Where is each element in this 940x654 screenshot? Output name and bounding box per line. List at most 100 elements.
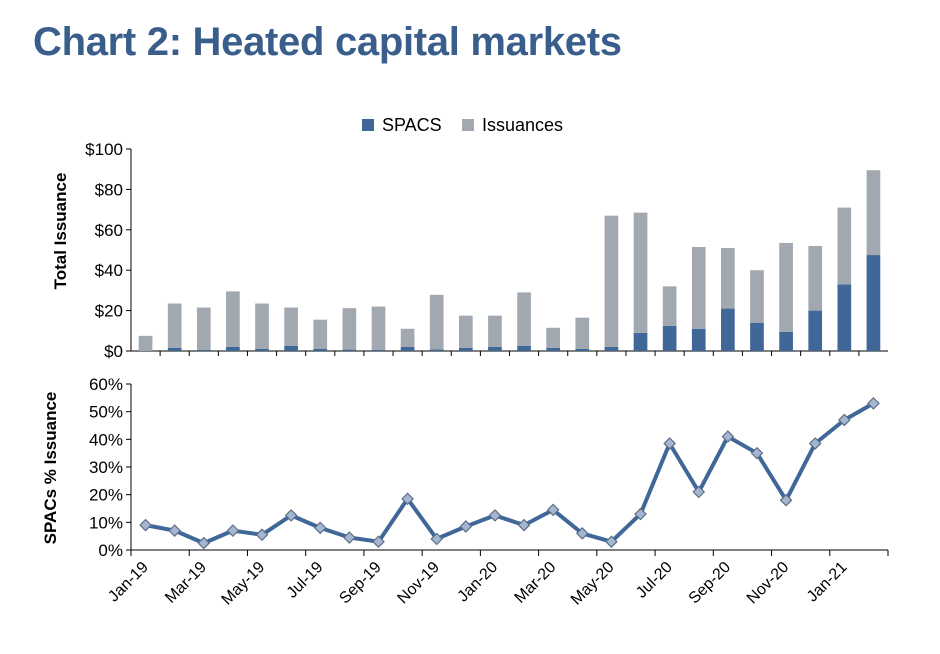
bar-spacs	[750, 322, 764, 351]
bar-issuances	[342, 308, 357, 350]
bar-spacs	[371, 349, 386, 351]
bar-issuances	[255, 303, 269, 349]
bar-issuances	[866, 170, 881, 256]
bar-issuances	[604, 215, 619, 347]
bottom-y-tick-label: 60%	[89, 375, 123, 394]
bar-issuances	[691, 246, 706, 329]
bottom-x-tick-label: May-20	[568, 559, 618, 609]
bar-spacs	[808, 310, 823, 351]
bar-spacs	[575, 348, 590, 351]
line-point	[430, 532, 444, 546]
line-point	[867, 397, 880, 410]
bar-spacs	[604, 346, 619, 351]
bar-issuances	[371, 306, 386, 350]
bar-spacs	[313, 348, 328, 351]
line-point	[517, 518, 531, 532]
bottom-x-tick-label: Mar-20	[512, 559, 560, 607]
line-point	[313, 521, 327, 535]
top-y-tick-label: $100	[85, 140, 123, 159]
legend: SPACS Issuances	[362, 115, 563, 135]
spac-share-line	[145, 401, 875, 546]
bottom-y-tick-label: 10%	[89, 513, 123, 532]
bottom-y-tick-label: 30%	[89, 458, 123, 477]
top-y-tick-label: $80	[95, 180, 123, 199]
line-point	[488, 509, 502, 522]
bar-spacs	[255, 348, 269, 351]
top-y-tick-label: $20	[95, 302, 123, 321]
bottom-x-tick-label: Nov-20	[744, 559, 793, 608]
line-point	[605, 535, 618, 549]
bar-issuances	[750, 270, 764, 323]
bar-spacs	[779, 331, 793, 351]
bar-spacs	[284, 345, 298, 351]
bar-issuances	[196, 307, 211, 350]
bar-issuances	[546, 327, 561, 348]
bottom-x-tick-label: Sep-20	[686, 559, 735, 608]
line-point	[837, 413, 851, 427]
bottom-y-tick-label: 0%	[98, 541, 123, 560]
top-y-tick-label: $40	[95, 261, 123, 280]
top-y-axis-label: Total Issuance	[51, 173, 70, 290]
bottom-y-tick-label: 50%	[89, 403, 123, 422]
spac-share-line-chart: 0% 10% 20% 30% 40% 50% 60% Jan-19 Mar-19 May-19 Ju…	[89, 375, 889, 609]
line-point	[808, 437, 822, 450]
line-point	[692, 485, 706, 499]
bar-issuances	[429, 294, 444, 350]
bar-spacs	[721, 308, 735, 351]
bar-spacs	[662, 325, 677, 351]
bar-issuances	[517, 292, 531, 346]
bar-spacs	[837, 284, 852, 351]
line-point	[721, 430, 735, 443]
bar-spacs	[458, 347, 473, 351]
bar-spacs	[429, 349, 444, 351]
line-point	[546, 503, 560, 517]
bar-spacs	[866, 255, 881, 351]
bar-spacs	[691, 328, 706, 351]
legend-label-issuances: Issuances	[482, 115, 563, 135]
bar-issuances	[167, 303, 182, 348]
issuance-bar-chart: $0 $20 $40 $60 $80 $100	[85, 140, 888, 361]
bottom-x-tick-label: Nov-19	[394, 559, 443, 608]
line-point	[459, 520, 473, 533]
bar-issuances	[226, 291, 240, 347]
line-point	[779, 493, 793, 507]
line-point	[168, 524, 182, 537]
bottom-x-tick-label: Sep-19	[336, 559, 385, 608]
bar-issuances	[138, 335, 153, 351]
bar-spacs	[488, 346, 502, 351]
bottom-y-axis-label: SPACs % Issuance	[41, 392, 60, 545]
line-point	[343, 531, 356, 544]
bar-spacs	[226, 346, 240, 351]
line-point	[372, 535, 385, 549]
bar-issuances	[837, 207, 852, 285]
bar-spacs	[342, 349, 357, 351]
bottom-x-tick-label: Mar-19	[162, 559, 210, 607]
bar-spacs	[546, 347, 561, 351]
bottom-x-tick-label: Jan-21	[804, 559, 851, 606]
bar-issuances	[721, 247, 735, 309]
bar-issuances	[779, 242, 793, 332]
bar-issuances	[662, 286, 677, 326]
bottom-x-tick-label: Jan-19	[105, 559, 152, 606]
bottom-x-tick-label: Jul-19	[284, 559, 327, 602]
line-point	[139, 518, 152, 532]
bar-issuances	[575, 317, 590, 349]
bar-issuances	[808, 245, 823, 311]
bar-spacs	[400, 346, 415, 351]
bottom-x-tick-label: Jul-20	[633, 559, 676, 602]
top-y-tick-label: $0	[104, 342, 123, 361]
line-point	[226, 524, 240, 537]
bar-issuances	[458, 315, 473, 348]
line-point	[634, 507, 647, 521]
bar-spacs	[196, 349, 211, 351]
bar-issuances	[633, 212, 648, 333]
bar-issuances	[400, 328, 415, 347]
bottom-x-tick-label: May-19	[219, 559, 269, 609]
bar-issuances	[313, 319, 328, 349]
bottom-x-tick-label: Jan-20	[455, 559, 502, 606]
bar-issuances	[488, 315, 502, 347]
top-y-tick-label: $60	[95, 221, 123, 240]
line-point	[750, 446, 764, 460]
bottom-y-tick-label: 40%	[89, 430, 123, 449]
